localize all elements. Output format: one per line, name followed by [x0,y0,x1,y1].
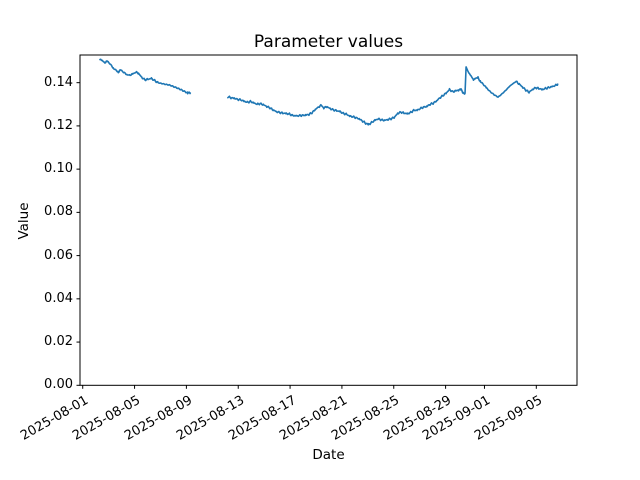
y-tick-label: 0.06 [44,247,73,263]
y-tick-label: 0.10 [44,161,73,177]
x-axis-label: Date [312,447,345,463]
y-tick-label: 0.04 [44,290,73,306]
y-axis-label: Value [16,202,32,240]
y-tick-label: 0.02 [44,334,73,350]
y-tick-label: 0.08 [44,204,73,220]
series-line-parameter-value [227,66,559,126]
chart-title: Parameter values [253,32,404,52]
y-tick-label: 0.12 [44,117,73,133]
series-line-parameter-value [99,58,192,95]
plot-frame [79,54,578,386]
y-tick-label: 0.14 [44,74,73,90]
y-tick-label: 0.00 [44,377,73,393]
